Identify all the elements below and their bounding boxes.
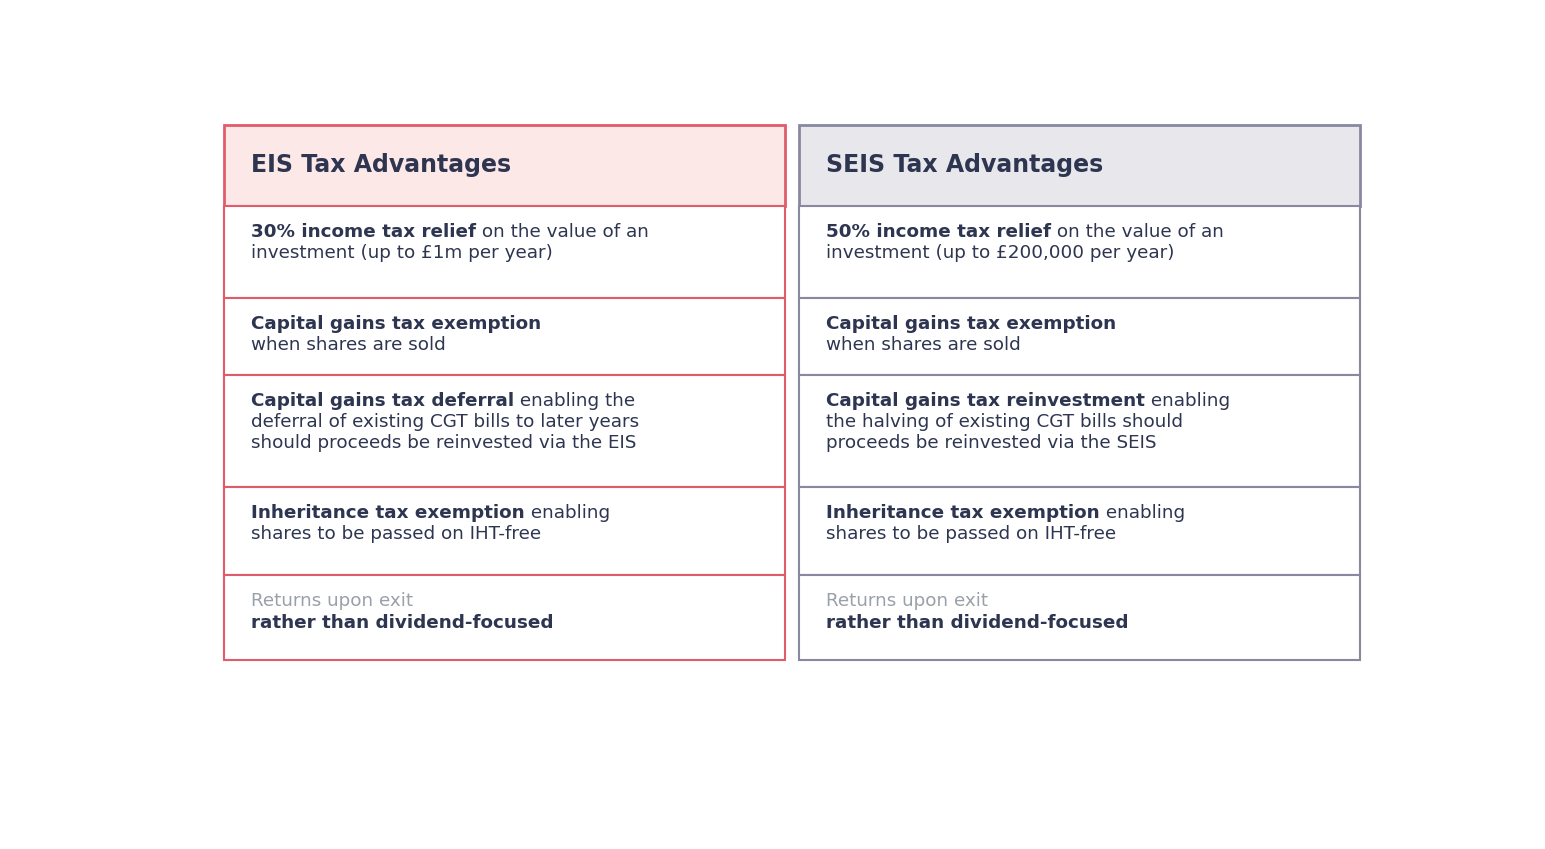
Text: Capital gains tax reinvestment: Capital gains tax reinvestment (827, 392, 1145, 410)
Text: the halving of existing CGT bills should
proceeds be reinvested via the SEIS: the halving of existing CGT bills should… (827, 413, 1183, 453)
Text: on the value of an: on the value of an (476, 222, 649, 241)
FancyBboxPatch shape (224, 125, 785, 205)
Text: Capital gains tax exemption: Capital gains tax exemption (827, 315, 1115, 333)
FancyBboxPatch shape (224, 298, 785, 375)
Text: investment (up to £200,000 per year): investment (up to £200,000 per year) (827, 244, 1174, 262)
Text: enabling the: enabling the (514, 392, 635, 410)
FancyBboxPatch shape (224, 486, 785, 576)
Text: investment (up to £1m per year): investment (up to £1m per year) (252, 244, 553, 262)
Text: Capital gains tax deferral: Capital gains tax deferral (252, 392, 514, 410)
Text: Capital gains tax exemption: Capital gains tax exemption (252, 315, 541, 333)
Text: when shares are sold: when shares are sold (827, 336, 1021, 354)
Text: Returns upon exit: Returns upon exit (827, 593, 989, 610)
Text: on the value of an: on the value of an (1051, 222, 1224, 241)
Text: enabling: enabling (525, 503, 610, 522)
FancyBboxPatch shape (799, 205, 1360, 298)
Text: 30% income tax relief: 30% income tax relief (252, 222, 476, 241)
FancyBboxPatch shape (799, 125, 1360, 205)
Text: deferral of existing CGT bills to later years
should proceeds be reinvested via : deferral of existing CGT bills to later … (252, 413, 640, 453)
FancyBboxPatch shape (799, 576, 1360, 661)
Text: EIS Tax Advantages: EIS Tax Advantages (252, 154, 511, 177)
FancyBboxPatch shape (224, 375, 785, 486)
Text: when shares are sold: when shares are sold (252, 336, 447, 354)
Text: shares to be passed on IHT-free: shares to be passed on IHT-free (252, 525, 541, 543)
FancyBboxPatch shape (224, 576, 785, 661)
FancyBboxPatch shape (799, 486, 1360, 576)
Text: rather than dividend-focused: rather than dividend-focused (827, 614, 1128, 632)
Text: Inheritance tax exemption: Inheritance tax exemption (827, 503, 1100, 522)
Text: enabling: enabling (1145, 392, 1230, 410)
Text: Inheritance tax exemption: Inheritance tax exemption (252, 503, 525, 522)
FancyBboxPatch shape (799, 375, 1360, 486)
FancyBboxPatch shape (224, 205, 785, 298)
FancyBboxPatch shape (799, 298, 1360, 375)
Text: shares to be passed on IHT-free: shares to be passed on IHT-free (827, 525, 1115, 543)
Text: SEIS Tax Advantages: SEIS Tax Advantages (827, 154, 1103, 177)
Text: rather than dividend-focused: rather than dividend-focused (252, 614, 553, 632)
Text: 50% income tax relief: 50% income tax relief (827, 222, 1051, 241)
Text: enabling: enabling (1100, 503, 1185, 522)
Text: Returns upon exit: Returns upon exit (252, 593, 414, 610)
